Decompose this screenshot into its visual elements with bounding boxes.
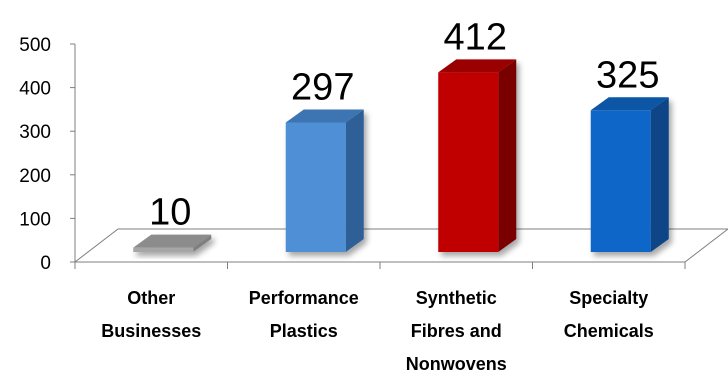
bar [285,109,364,253]
x-category-label: Performance Plastics [249,288,359,341]
bar-front [133,247,194,252]
bar-side [498,59,517,253]
bar [590,97,669,252]
y-tick-label: 0 [40,253,51,274]
bar [438,59,517,253]
bar-top [590,97,669,111]
data-label: 325 [596,54,659,96]
bar-front [438,72,499,252]
bar-side [650,97,669,252]
y-axis: 0 100 200 300 400 500 [19,35,686,274]
y-tick-label: 400 [19,79,51,100]
bar-top [438,59,517,73]
bar-series [133,59,669,253]
x-category-label: Specialty Chemicals [564,288,654,341]
x-axis-labels: Other Businesses Performance Plastics Synthe… [101,288,654,372]
bar-side [345,109,364,253]
bar [133,234,212,252]
bar-front [590,110,651,252]
y-tick-label: 100 [19,209,51,230]
y-tick-label: 300 [19,122,51,143]
data-labels: 10 297 412 325 [149,16,659,233]
bar-front [285,122,346,253]
x-category-label: Other Businesses [101,288,201,341]
bar-side [193,234,212,252]
bar-top [285,109,364,123]
data-label: 297 [291,67,354,109]
chart-floor [73,228,728,263]
y-tick-label: 500 [19,35,51,56]
data-label: 412 [444,16,507,58]
floor-plane [73,228,728,263]
bar-top [133,234,212,248]
x-category-label: Synthetic Fibres and Nonwovens [406,288,507,372]
data-label: 10 [149,192,191,234]
y-tick-label: 200 [19,166,51,187]
